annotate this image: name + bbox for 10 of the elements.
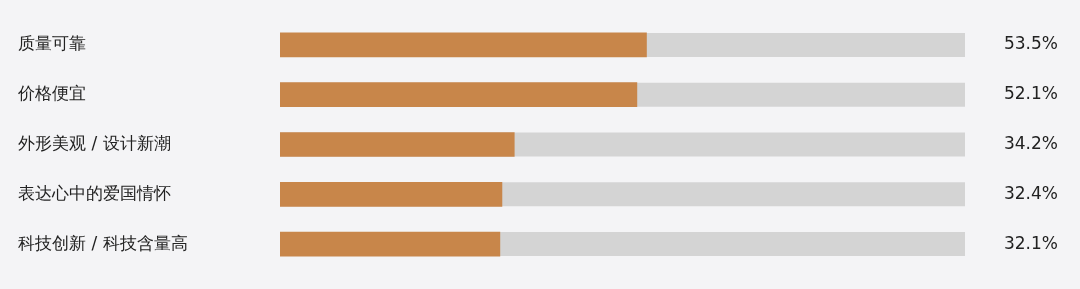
data-label: 53.5%: [1003, 33, 1058, 54]
y-tick-label: 科技创新 / 科技含量高: [18, 232, 188, 253]
y-tick-label: 质量可靠: [18, 33, 86, 54]
y-tick-label: 价格便宜: [17, 83, 86, 104]
y-tick-label: 外形美观 / 设计新潮: [18, 132, 171, 153]
data-label: 32.1%: [1003, 232, 1058, 253]
data-label: 52.1%: [1003, 83, 1058, 104]
data-label: 34.2%: [1003, 132, 1058, 153]
y-tick-label: 表达心中的爱国情怀: [18, 182, 171, 203]
data-label: 32.4%: [1003, 182, 1058, 203]
